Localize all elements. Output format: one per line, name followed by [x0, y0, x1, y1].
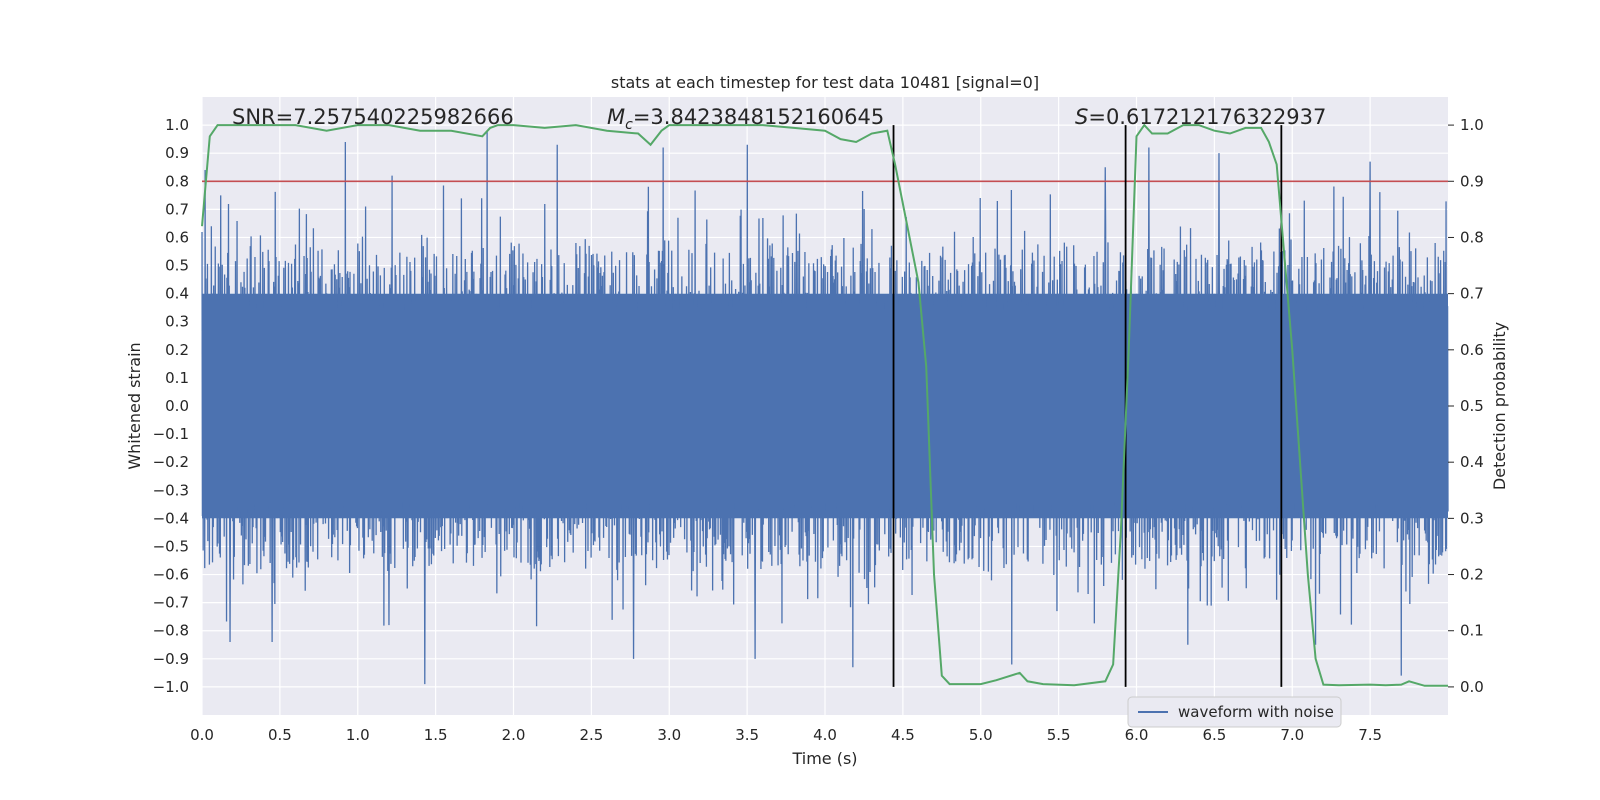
y2-tick-label: 0.9: [1460, 172, 1484, 190]
y-tick-label: 0.3: [165, 313, 189, 331]
y-tick-label: −0.1: [153, 425, 189, 443]
x-tick-label: 1.0: [346, 726, 370, 744]
x-tick-label: 0.0: [190, 726, 214, 744]
y2-axis-ticks: 1.0 0.9 0.8 0.7 0.6 0.5 0.4 0.3 0.2 0.1 0.0: [1448, 116, 1484, 696]
x-tick-label: 7.5: [1358, 726, 1382, 744]
y2-axis-label: Detection probability: [1490, 322, 1509, 490]
y-tick-label: −0.3: [153, 481, 189, 499]
y2-tick-label: 0.4: [1460, 453, 1484, 471]
legend-box: [1127, 696, 1342, 728]
x-tick-label: 5.0: [969, 726, 993, 744]
x-tick-label: 6.5: [1202, 726, 1226, 744]
y-tick-label: −0.7: [153, 594, 189, 612]
y-tick-label: 0.2: [165, 341, 189, 359]
y-tick-label: −0.2: [153, 453, 189, 471]
y2-tick-label: 0.8: [1460, 228, 1484, 246]
y-tick-label: 0.4: [165, 285, 189, 303]
y-tick-label: 0.6: [165, 228, 189, 246]
x-tick-label: 2.0: [502, 726, 526, 744]
y-tick-label: −0.6: [153, 566, 189, 584]
y2-tick-label: 0.5: [1460, 397, 1484, 415]
snr-annotation: SNR=7.257540225982666: [232, 105, 514, 129]
x-tick-label: 6.0: [1125, 726, 1149, 744]
y-tick-label: −0.5: [153, 537, 189, 555]
chirp-mass-symbol: M: [607, 105, 625, 129]
x-tick-label: 1.5: [424, 726, 448, 744]
y-tick-label: 0.0: [165, 397, 189, 415]
s-symbol: S: [1075, 105, 1088, 129]
x-axis-label: Time (s): [791, 749, 857, 768]
x-tick-label: 2.5: [579, 726, 603, 744]
chirp-mass-value: =3.8423848152160645: [633, 105, 884, 129]
y-tick-label: 1.0: [165, 116, 189, 134]
x-axis-ticks: 0.0 0.5 1.0 1.5 2.0 2.5 3.0 3.5 4.0 4.5 5.0 5.5 6.0 6…: [190, 726, 1382, 744]
x-tick-label: 5.5: [1047, 726, 1071, 744]
y-tick-label: 0.5: [165, 257, 189, 275]
y-tick-label: 0.9: [165, 144, 189, 162]
y2-tick-label: 0.7: [1460, 285, 1484, 303]
y-tick-label: −1.0: [153, 678, 189, 696]
chirp-mass-annotation: Mc=3.8423848152160645: [607, 105, 884, 133]
x-tick-label: 4.0: [813, 726, 837, 744]
s-annotation: S=0.617212176322937: [1075, 105, 1326, 129]
y-tick-label: −0.9: [153, 650, 189, 668]
y-tick-label: −0.4: [153, 509, 189, 527]
detection-probability-series: [201, 123, 1448, 687]
x-tick-label: 3.5: [735, 726, 759, 744]
y-tick-label: 0.1: [165, 369, 189, 387]
y2-tick-label: 0.6: [1460, 341, 1484, 359]
x-tick-label: 3.0: [657, 726, 681, 744]
y2-tick-label: 0.0: [1460, 678, 1484, 696]
waveform-line: [201, 130, 1449, 685]
s-value: =0.617212176322937: [1088, 105, 1326, 129]
y-axis-label: Whitened strain: [125, 342, 144, 469]
waveform-series: [201, 130, 1449, 685]
y2-tick-label: 0.3: [1460, 509, 1484, 527]
legend: waveform with noise: [1127, 696, 1342, 728]
y-tick-label: 0.7: [165, 200, 189, 218]
x-tick-label: 0.5: [268, 726, 292, 744]
y-tick-label: −0.8: [153, 622, 189, 640]
y2-tick-label: 1.0: [1460, 116, 1484, 134]
detection-probability-line: [201, 123, 1448, 687]
chirp-mass-subscript: c: [625, 117, 633, 133]
y-tick-label: 0.8: [165, 172, 189, 190]
chart-title: stats at each timestep for test data 104…: [611, 73, 1039, 92]
x-tick-label: 4.5: [891, 726, 915, 744]
y2-tick-label: 0.2: [1460, 566, 1484, 584]
y-axis-ticks: 1.0 0.9 0.8 0.7 0.6 0.5 0.4 0.3 0.2 0.1 0.0 −0.1 −0.…: [153, 116, 189, 696]
y2-tick-label: 0.1: [1460, 622, 1484, 640]
x-tick-label: 7.0: [1280, 726, 1304, 744]
legend-label: waveform with noise: [1178, 703, 1334, 721]
